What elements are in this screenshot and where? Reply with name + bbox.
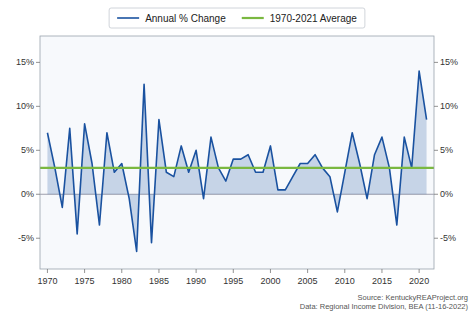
x-tick-label: 1975 — [75, 276, 95, 286]
x-tick-label: 1995 — [223, 276, 243, 286]
legend-label: Annual % Change — [145, 13, 226, 24]
y2-tick — [434, 194, 438, 195]
y-tick-label: 15% — [16, 57, 34, 67]
x-tick-label: 2000 — [260, 276, 280, 286]
x-tick-label: 1970 — [37, 276, 57, 286]
y-tick-label: 0% — [21, 189, 34, 199]
average-line — [40, 167, 434, 169]
x-tick — [47, 269, 48, 273]
y2-tick — [434, 238, 438, 239]
plot-marks — [40, 71, 434, 251]
legend-box — [109, 8, 365, 28]
x-tick-label: 2020 — [409, 276, 429, 286]
y-tick — [36, 106, 40, 107]
y2-tick-label: -5% — [440, 233, 456, 243]
y2-tick — [434, 150, 438, 151]
x-tick — [419, 269, 420, 273]
x-tick — [307, 269, 308, 273]
y-tick-label: 10% — [16, 101, 34, 111]
legend-swatch — [117, 17, 139, 19]
y2-tick-label: 15% — [440, 57, 458, 67]
x-tick — [381, 269, 382, 273]
x-tick — [121, 269, 122, 273]
x-tick-label: 1985 — [149, 276, 169, 286]
x-tick-label: 1990 — [186, 276, 206, 286]
plot-frame — [40, 36, 434, 269]
y-tick — [36, 62, 40, 63]
x-tick — [196, 269, 197, 273]
legend-swatch — [242, 17, 264, 19]
y-tick — [36, 150, 40, 151]
y2-tick — [434, 106, 438, 107]
y2-tick-label: 10% — [440, 101, 458, 111]
x-tick — [84, 269, 85, 273]
x-tick-label: 1980 — [112, 276, 132, 286]
x-tick-label: 2005 — [298, 276, 318, 286]
x-tick-label: 2010 — [335, 276, 355, 286]
y-tick — [36, 238, 40, 239]
line — [47, 71, 426, 251]
x-tick — [344, 269, 345, 273]
legend-label: 1970-2021 Average — [270, 13, 358, 24]
plot-background — [40, 36, 434, 269]
y2-tick — [434, 62, 438, 63]
chart: 1970 1975 1980 1985 1990 1995 2000 2005 2010 2015… — [0, 0, 474, 315]
legend: Annual % Change 1970-2021 Average — [109, 8, 365, 28]
y-tick-label: -5% — [18, 233, 34, 243]
x-tick — [270, 269, 271, 273]
source-text: Data: Regional Income Division, BEA (11-… — [300, 302, 469, 311]
y-tick-label: 5% — [21, 145, 34, 155]
x-tick — [158, 269, 159, 273]
y2-tick-label: 5% — [440, 145, 453, 155]
y-tick — [36, 194, 40, 195]
x-tick — [233, 269, 234, 273]
source-text: Source: KentuckyREAProject.org — [358, 293, 468, 302]
area — [47, 71, 426, 251]
x-tick-label: 2015 — [372, 276, 392, 286]
y2-tick-label: 0% — [440, 189, 453, 199]
